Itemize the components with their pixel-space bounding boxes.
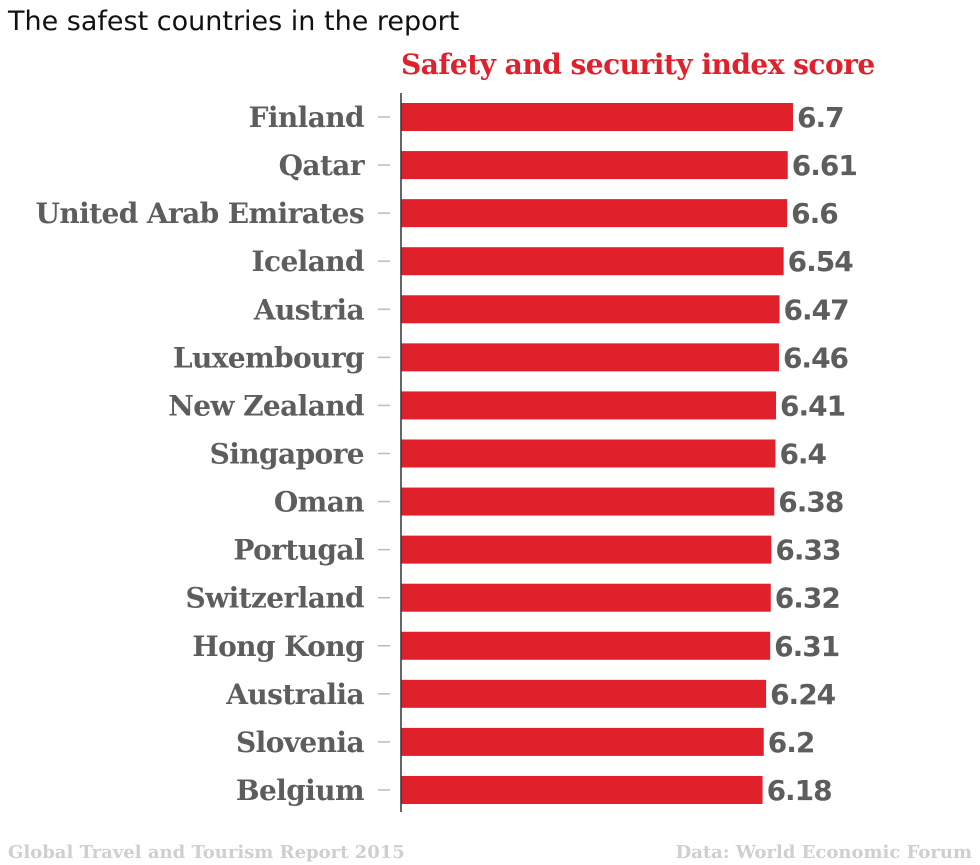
category-label: Austria: [253, 293, 365, 326]
data-credit: Data: World Economic Forum: [675, 842, 972, 863]
value-label: 6.7: [797, 101, 844, 134]
category-label: United Arab Emirates: [36, 197, 364, 230]
bar-row: Switzerland 6.32: [186, 582, 841, 615]
bar: [401, 151, 788, 180]
bar: [401, 439, 776, 468]
bar: [401, 727, 764, 756]
bar: [401, 487, 775, 516]
bar: [401, 583, 771, 612]
category-label: Qatar: [279, 149, 366, 182]
value-label: 6.47: [784, 293, 849, 326]
bar-row: Finland 6.7: [249, 101, 845, 134]
category-label: Australia: [225, 678, 364, 711]
bar: [401, 775, 763, 804]
series-title: Safety and security index score: [401, 48, 875, 81]
category-label: Portugal: [233, 534, 364, 567]
bar-row: Austria 6.47: [253, 293, 850, 326]
value-label: 6.2: [768, 726, 815, 759]
bar-row: Slovenia 6.2: [236, 726, 815, 759]
bar-row: Australia 6.24: [225, 678, 836, 711]
category-label: Luxembourg: [173, 341, 364, 374]
bar: [401, 631, 771, 660]
bar: [401, 295, 780, 324]
bar-row: Belgium 6.18: [236, 774, 833, 807]
category-label: Finland: [249, 101, 364, 134]
value-label: 6.18: [767, 774, 832, 807]
bar-row: New Zealand 6.41: [168, 389, 846, 422]
bar-row: Singapore 6.4: [210, 437, 828, 470]
value-label: 6.46: [783, 341, 848, 374]
bar-row: United Arab Emirates 6.6: [36, 197, 839, 230]
value-label: 6.33: [775, 534, 840, 567]
category-label: Switzerland: [186, 582, 364, 615]
bar-row: Qatar 6.61: [279, 149, 858, 182]
chart-title: The safest countries in the report: [8, 6, 460, 37]
category-label: New Zealand: [168, 389, 364, 422]
bar-row: Luxembourg 6.46: [173, 341, 849, 374]
value-label: 6.41: [780, 389, 845, 422]
category-label: Iceland: [252, 245, 364, 278]
bar: [401, 535, 772, 564]
category-label: Singapore: [210, 437, 364, 470]
value-label: 6.4: [779, 437, 826, 470]
value-label: 6.24: [770, 678, 836, 711]
bar: [401, 247, 784, 276]
category-label: Belgium: [236, 774, 364, 807]
bar-row: Hong Kong 6.31: [192, 630, 840, 663]
category-label: Hong Kong: [192, 630, 364, 663]
bar: [401, 391, 777, 420]
bar-row: Oman 6.38: [274, 486, 844, 519]
value-label: 6.54: [788, 245, 854, 278]
category-label: Slovenia: [236, 726, 364, 759]
value-label: 6.38: [778, 486, 843, 519]
source-report: Global Travel and Tourism Report 2015: [8, 842, 405, 863]
value-label: 6.61: [792, 149, 857, 182]
bar: [401, 103, 793, 131]
bar: [401, 199, 788, 228]
bar: [401, 679, 767, 708]
bar-row: Iceland 6.54: [252, 245, 855, 278]
bar-row: Portugal 6.33: [233, 534, 841, 567]
bar: [401, 343, 779, 372]
bars-layer: Finland 6.7 Qatar 6.61 United Arab Emirates 6…: [36, 101, 858, 807]
value-label: 6.32: [775, 582, 840, 615]
value-label: 6.31: [774, 630, 839, 663]
value-label: 6.6: [791, 197, 838, 230]
category-label: Oman: [274, 486, 364, 519]
